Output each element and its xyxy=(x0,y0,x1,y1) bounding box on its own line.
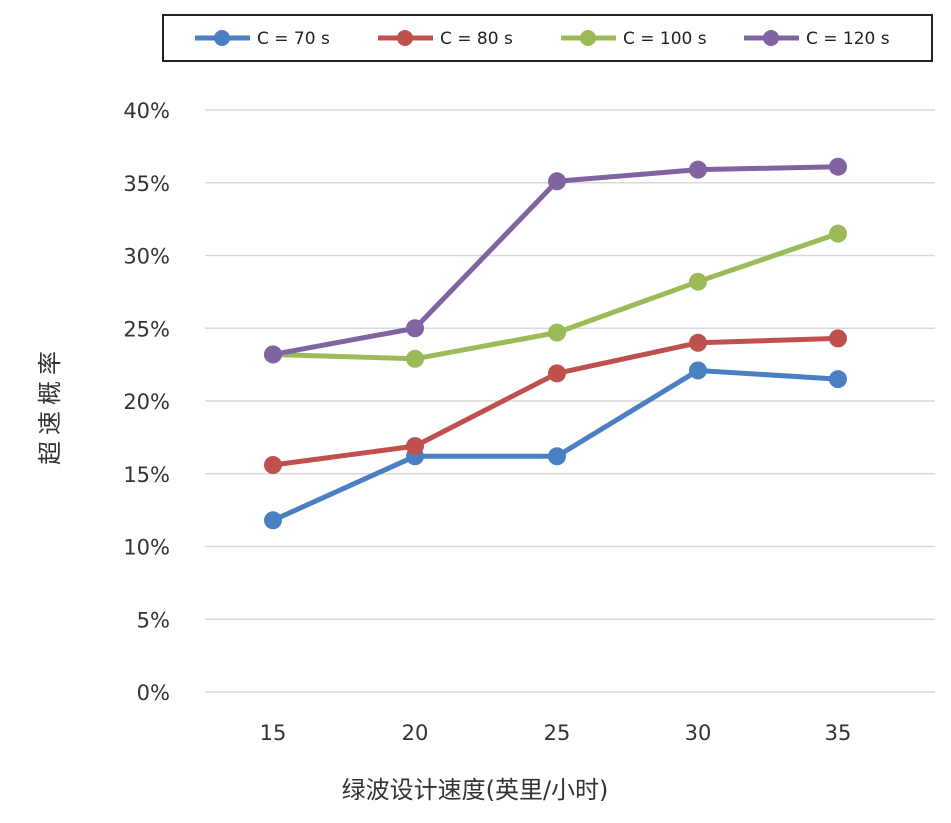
data-point xyxy=(689,160,707,179)
data-point xyxy=(689,333,707,352)
legend-item: C = 100 s xyxy=(561,29,707,49)
legend-swatch-marker xyxy=(580,30,596,46)
gridlines xyxy=(205,109,935,693)
legend-label: C = 100 s xyxy=(623,29,707,49)
legend-label: C = 70 s xyxy=(257,29,330,49)
x-tick-label: 30 xyxy=(685,721,712,745)
data-point xyxy=(264,345,282,364)
y-axis-title: 超速概率 xyxy=(36,345,64,465)
data-point xyxy=(548,364,566,383)
data-point xyxy=(264,456,282,475)
legend: C = 70 s C = 80 s C = 100 s C = 120 s xyxy=(162,14,933,62)
data-point xyxy=(548,323,566,342)
data-point xyxy=(689,361,707,380)
legend-swatch-marker xyxy=(763,30,779,46)
series-4 xyxy=(264,157,847,364)
x-axis-tick-labels: 15 20 25 30 35 xyxy=(260,721,852,745)
series-layer xyxy=(264,157,847,530)
y-axis-tick-labels: 0% 5% 10% 15% 20% 25% 30% 35% 40% xyxy=(123,99,170,705)
data-point xyxy=(829,224,847,243)
y-tick-label: 20% xyxy=(123,390,170,414)
y-tick-label: 10% xyxy=(123,536,170,560)
y-tick-label: 35% xyxy=(123,172,170,196)
data-point xyxy=(829,370,847,389)
y-tick-label: 25% xyxy=(123,317,170,341)
data-point xyxy=(264,511,282,530)
legend-item: C = 70 s xyxy=(195,29,330,49)
series-3 xyxy=(264,224,847,368)
y-tick-label: 0% xyxy=(137,681,170,705)
data-point xyxy=(829,329,847,348)
x-tick-label: 25 xyxy=(544,721,571,745)
legend-items: C = 70 s C = 80 s C = 100 s C = 120 s xyxy=(195,29,890,49)
series-line xyxy=(270,367,841,523)
series-2 xyxy=(264,329,847,475)
legend-label: C = 80 s xyxy=(440,29,513,49)
legend-swatch-marker xyxy=(214,30,230,46)
legend-item: C = 80 s xyxy=(378,29,513,49)
y-tick-label: 40% xyxy=(123,99,170,123)
y-tick-label: 5% xyxy=(137,608,170,632)
legend-item: C = 120 s xyxy=(744,29,890,49)
data-point xyxy=(406,349,424,368)
data-point xyxy=(689,272,707,291)
data-point xyxy=(548,172,566,191)
x-axis-title: 绿波设计速度(英里/小时) xyxy=(342,776,609,804)
series-1 xyxy=(264,361,847,530)
data-point xyxy=(829,157,847,176)
x-tick-label: 35 xyxy=(825,721,852,745)
data-point xyxy=(548,447,566,466)
legend-swatch-marker xyxy=(397,30,413,46)
y-tick-label: 30% xyxy=(123,245,170,269)
data-point xyxy=(406,319,424,338)
y-tick-label: 15% xyxy=(123,463,170,487)
legend-frame xyxy=(162,14,933,62)
legend-label: C = 120 s xyxy=(806,29,890,49)
x-tick-label: 20 xyxy=(402,721,429,745)
data-point xyxy=(406,437,424,456)
x-tick-label: 15 xyxy=(260,721,287,745)
